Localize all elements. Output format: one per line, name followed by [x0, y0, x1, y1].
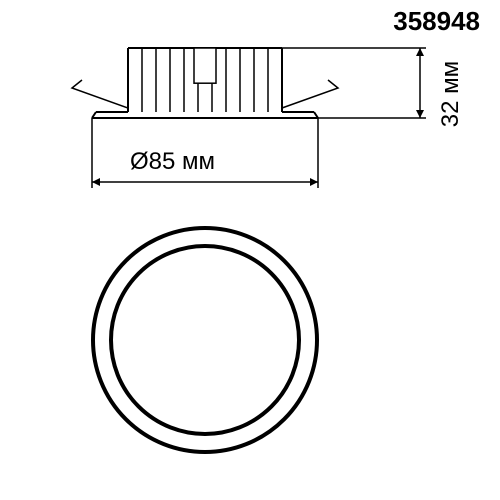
drawing-svg: [0, 0, 500, 500]
technical-drawing: 358948 Ø85 мм 32 мм: [0, 0, 500, 500]
